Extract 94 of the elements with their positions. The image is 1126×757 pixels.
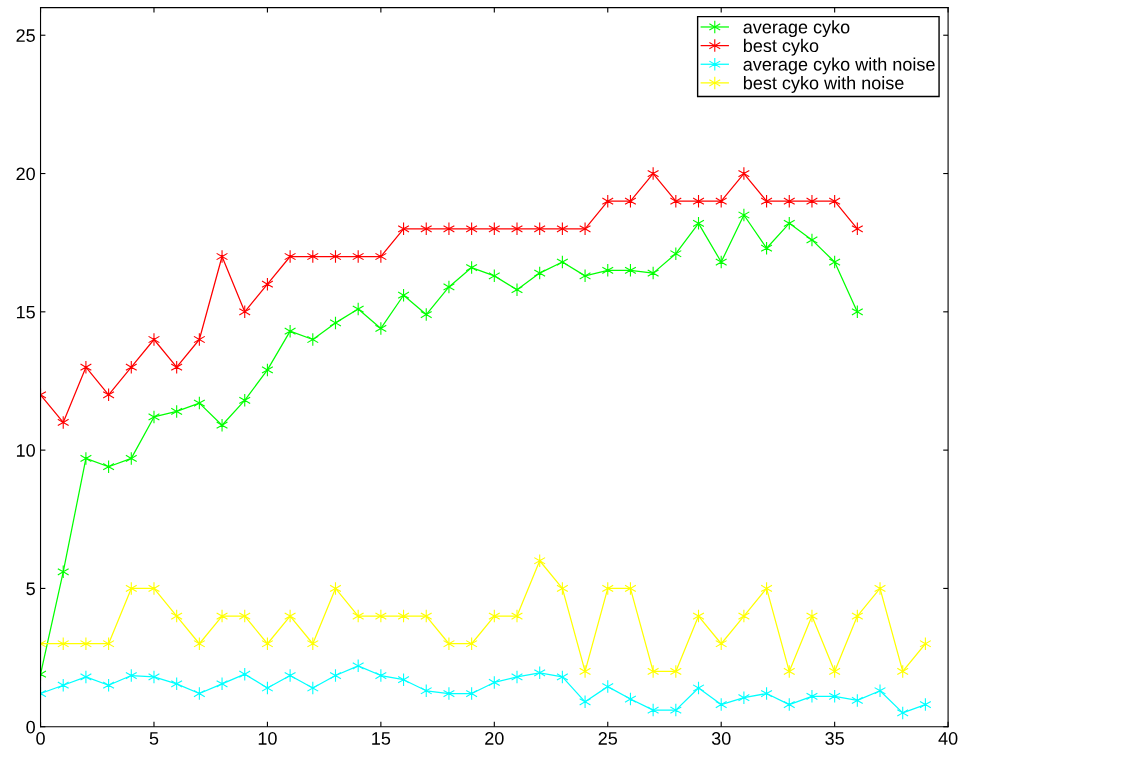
point	[261, 636, 274, 651]
point	[647, 664, 660, 679]
point	[170, 609, 183, 623]
point	[261, 277, 274, 291]
point	[397, 288, 410, 303]
point	[238, 393, 251, 408]
point	[533, 266, 546, 280]
point	[148, 410, 160, 424]
point	[397, 672, 410, 687]
point	[57, 415, 70, 430]
point	[601, 263, 614, 278]
point	[783, 664, 796, 679]
point	[624, 194, 637, 208]
point	[125, 581, 138, 596]
y-tick-label: 10	[16, 444, 35, 457]
point	[306, 332, 319, 347]
point	[148, 332, 160, 347]
x-tick-label: 0	[36, 732, 45, 745]
point	[805, 609, 818, 623]
point	[601, 679, 614, 694]
x-tick-label: 35	[825, 732, 844, 745]
point	[442, 686, 455, 701]
point	[919, 636, 932, 651]
point	[828, 689, 841, 704]
y-tick-label: 25	[16, 29, 35, 42]
point	[216, 249, 229, 264]
y-tick-label: 0	[26, 720, 35, 734]
point	[805, 233, 818, 247]
point	[556, 222, 569, 236]
point	[511, 609, 523, 623]
point	[488, 269, 501, 283]
x-tick-label: 25	[598, 732, 618, 745]
x-tick-label: 10	[258, 732, 277, 745]
point	[125, 451, 138, 466]
point	[760, 194, 773, 208]
legend-label: average cyko with noise	[743, 57, 935, 75]
point	[737, 208, 750, 222]
point	[805, 689, 818, 704]
point	[79, 451, 92, 466]
y-tick-label: 15	[16, 305, 35, 319]
point	[170, 677, 183, 691]
point	[216, 677, 229, 691]
y-tick-label: 20	[16, 167, 35, 181]
point	[374, 249, 387, 264]
point	[102, 678, 115, 693]
point	[465, 222, 478, 236]
point	[284, 668, 297, 683]
point	[148, 581, 160, 596]
point	[306, 249, 319, 264]
point	[692, 216, 705, 231]
legend-label: best cyko with noise	[743, 76, 904, 93]
point	[374, 668, 387, 683]
point	[851, 305, 864, 319]
point	[783, 697, 796, 712]
x-tick-label: 30	[711, 732, 731, 745]
point	[624, 581, 637, 596]
point	[874, 581, 886, 596]
point	[102, 459, 115, 474]
point	[216, 609, 229, 623]
point	[692, 194, 705, 208]
point	[647, 166, 660, 181]
point	[374, 321, 387, 336]
point	[624, 263, 637, 278]
x-tick-label: 40	[938, 732, 958, 745]
legend-label: average cyko	[743, 20, 850, 38]
point	[511, 670, 523, 684]
point	[805, 194, 818, 208]
point	[216, 418, 229, 433]
y-tick-label: 5	[26, 582, 35, 596]
point	[352, 249, 365, 264]
point	[102, 387, 115, 402]
point	[783, 216, 796, 231]
point	[238, 667, 251, 681]
point	[193, 636, 206, 651]
point	[715, 697, 728, 712]
point	[874, 683, 886, 698]
x-tick-label: 5	[149, 732, 159, 745]
point	[760, 241, 773, 256]
x-tick-label: 15	[372, 732, 391, 745]
legend-label: best cyko	[743, 38, 819, 56]
point	[511, 282, 523, 297]
point	[465, 636, 478, 651]
point	[102, 636, 115, 651]
point	[669, 664, 682, 679]
point	[511, 222, 523, 236]
point	[284, 249, 297, 264]
point	[329, 581, 342, 596]
point	[533, 553, 546, 568]
point	[692, 681, 705, 695]
point	[737, 166, 750, 181]
point	[397, 222, 410, 236]
x-tick-label: 20	[485, 732, 504, 745]
point	[148, 670, 160, 684]
point	[170, 360, 183, 374]
